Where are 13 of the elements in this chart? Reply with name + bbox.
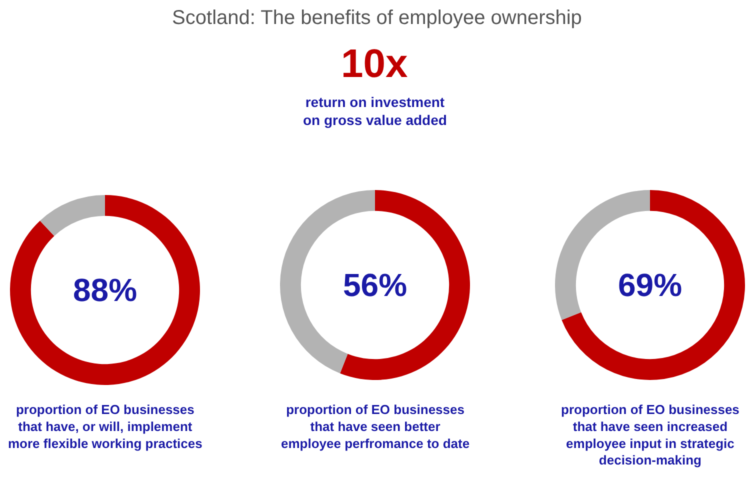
donut-slice [340, 190, 470, 380]
text: 88% [73, 272, 138, 308]
text: 56% [343, 267, 408, 303]
text: proportion of EO businesses that have, or will, implement more flexible working practices [8, 402, 202, 451]
donut-slice [562, 190, 745, 380]
text: Scotland: The benefits of employee ownership [172, 7, 582, 29]
text: 10x [341, 42, 408, 86]
text: proportion of EO businesses that have seen better employee perfromance to date [281, 402, 470, 451]
text: 69% [618, 267, 682, 303]
text: return on investment on gross value added [303, 94, 447, 128]
donut-slice [10, 195, 200, 385]
donut-slice [40, 195, 105, 236]
text: proportion of EO businesses that have seen increased employee input in strategic decision-making [561, 402, 740, 468]
